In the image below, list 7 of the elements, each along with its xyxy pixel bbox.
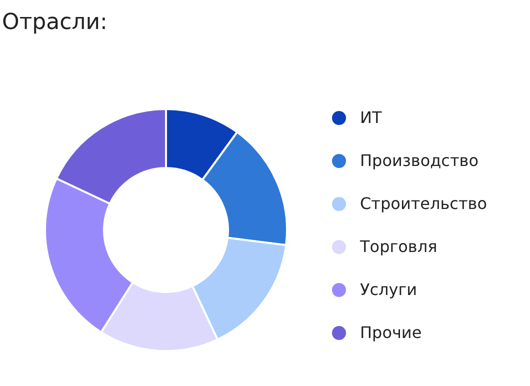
legend-label: Торговля xyxy=(360,237,438,256)
legend-label: ИТ xyxy=(360,108,382,127)
legend-label: Прочие xyxy=(360,323,422,342)
legend-label: Услуги xyxy=(360,280,418,299)
legend-label: Производство xyxy=(360,151,478,170)
chart-title: Отрасли: xyxy=(2,10,108,35)
legend-label: Строительство xyxy=(360,194,487,213)
